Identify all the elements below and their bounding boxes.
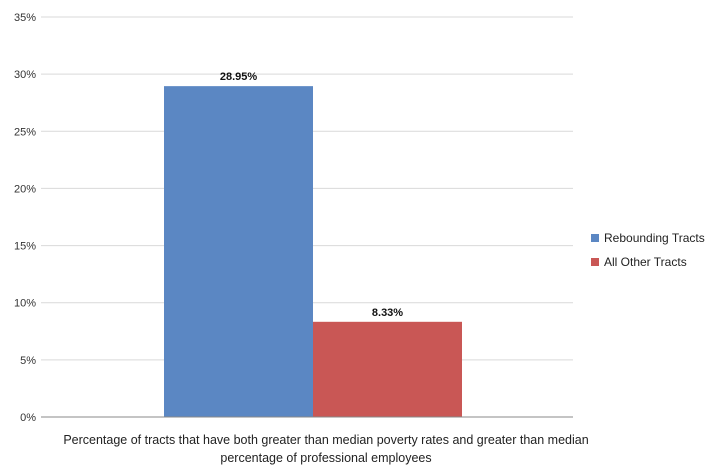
y-tick-label: 10% [14,298,36,310]
legend-swatch [591,258,599,266]
y-tick-label: 15% [14,241,36,253]
data-label: 8.33% [372,307,403,319]
y-tick-label: 25% [14,126,36,138]
bars [164,86,462,418]
data-label: 28.95% [220,71,258,83]
y-tick-label: 20% [14,183,36,195]
bar-rebounding-tracts [164,86,313,418]
legend: Rebounding Tracts All Other Tracts [591,226,705,274]
y-tick-label: 0% [20,412,36,424]
legend-item-all-other: All Other Tracts [591,250,705,274]
x-axis-label: Percentage of tracts that have both grea… [63,433,589,465]
bar-all-other-tracts [313,321,462,417]
y-tick-label: 30% [14,69,36,81]
y-axis-ticks: 0% 5% 10% 15% 20% 25% 30% 35% [14,12,36,424]
legend-swatch [591,234,599,242]
y-tick-label: 5% [20,355,36,367]
data-labels: 28.95% 8.33% [220,71,403,319]
legend-label: Rebounding Tracts [604,231,705,245]
legend-item-rebounding: Rebounding Tracts [591,226,705,250]
legend-label: All Other Tracts [604,255,687,269]
y-tick-label: 35% [14,12,36,24]
